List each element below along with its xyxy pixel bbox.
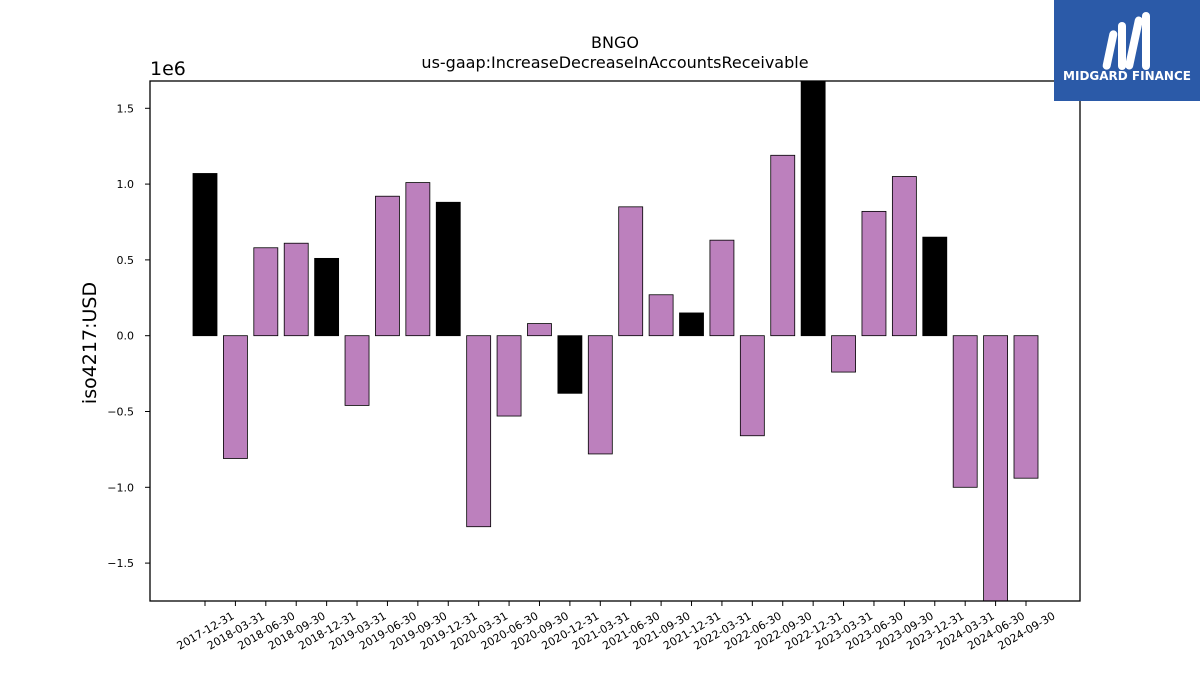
- y-tick-label: 0.0: [117, 330, 135, 343]
- chart-subtitle: us-gaap:IncreaseDecreaseInAccountsReceiv…: [421, 53, 808, 72]
- bar-2020-03-31: [466, 335, 492, 528]
- bar-2022-03-31: [709, 239, 735, 337]
- bar-2023-09-30: [891, 176, 917, 337]
- y-tick-label: −0.5: [107, 405, 134, 418]
- bar-2018-09-30: [283, 242, 309, 337]
- bar-2021-06-30: [618, 206, 644, 337]
- y-tick-label: 1.0: [117, 178, 135, 191]
- bar-2019-06-30: [375, 195, 400, 337]
- y-axis-label: iso4217:USD: [79, 282, 101, 404]
- bar-2021-12-31: [679, 312, 704, 337]
- bar-2023-03-31: [831, 335, 856, 373]
- bar-2019-09-30: [405, 182, 431, 337]
- midgard-finance-logo: MIDGARD FINANCE: [1054, 0, 1200, 101]
- bar-2022-09-30: [770, 154, 796, 337]
- y-tick-label: −1.0: [107, 481, 134, 494]
- bar-2024-06-30: [983, 335, 1008, 602]
- bar-2019-12-31: [435, 201, 461, 337]
- y-tick-label: 1.5: [117, 102, 135, 115]
- bar-2019-03-31: [344, 335, 370, 406]
- y-tick-label: 0.5: [117, 254, 135, 267]
- chart-title: BNGO: [591, 33, 639, 52]
- bar-2022-12-31: [800, 80, 826, 337]
- logo-text: MIDGARD FINANCE: [1063, 69, 1191, 83]
- bar-2024-03-31: [952, 335, 978, 488]
- midgard-logo-icon: [1102, 12, 1150, 70]
- bar-2020-06-30: [496, 335, 522, 417]
- bar-2020-09-30: [527, 323, 552, 337]
- bar-2023-06-30: [861, 210, 887, 337]
- plot-frame: [149, 80, 1081, 602]
- bar-2024-09-30: [1013, 335, 1039, 479]
- bar-2021-09-30: [648, 294, 674, 337]
- bar-2020-12-31: [557, 335, 583, 394]
- y-scale-label: 1e6: [150, 58, 186, 80]
- bar-2018-12-31: [314, 257, 340, 337]
- bar-2018-03-31: [223, 335, 248, 459]
- bar-2017-12-31: [192, 173, 218, 337]
- bar-2022-06-30: [739, 335, 765, 437]
- bar-2023-12-31: [922, 236, 948, 337]
- y-tick-label: −1.5: [107, 557, 134, 570]
- bar-2018-06-30: [253, 247, 279, 337]
- bar-2021-03-31: [587, 335, 613, 455]
